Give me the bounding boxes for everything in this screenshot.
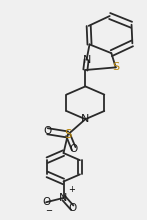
Text: N: N [59, 193, 68, 203]
Text: N: N [81, 114, 90, 124]
Text: +: + [69, 185, 76, 194]
Text: O: O [43, 126, 52, 136]
Text: S: S [112, 62, 119, 72]
Text: O: O [42, 197, 50, 207]
Text: −: − [45, 206, 52, 215]
Text: S: S [64, 128, 72, 141]
Text: O: O [68, 203, 76, 213]
Text: O: O [70, 144, 78, 154]
Text: N: N [82, 55, 91, 65]
